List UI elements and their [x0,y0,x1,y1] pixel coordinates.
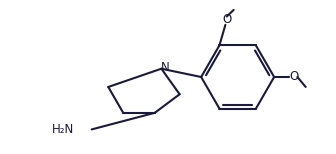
Text: N: N [161,61,170,74]
Text: H₂N: H₂N [52,123,75,136]
Text: O: O [289,71,299,83]
Text: O: O [222,13,232,26]
Text: methoxy: methoxy [238,5,244,6]
